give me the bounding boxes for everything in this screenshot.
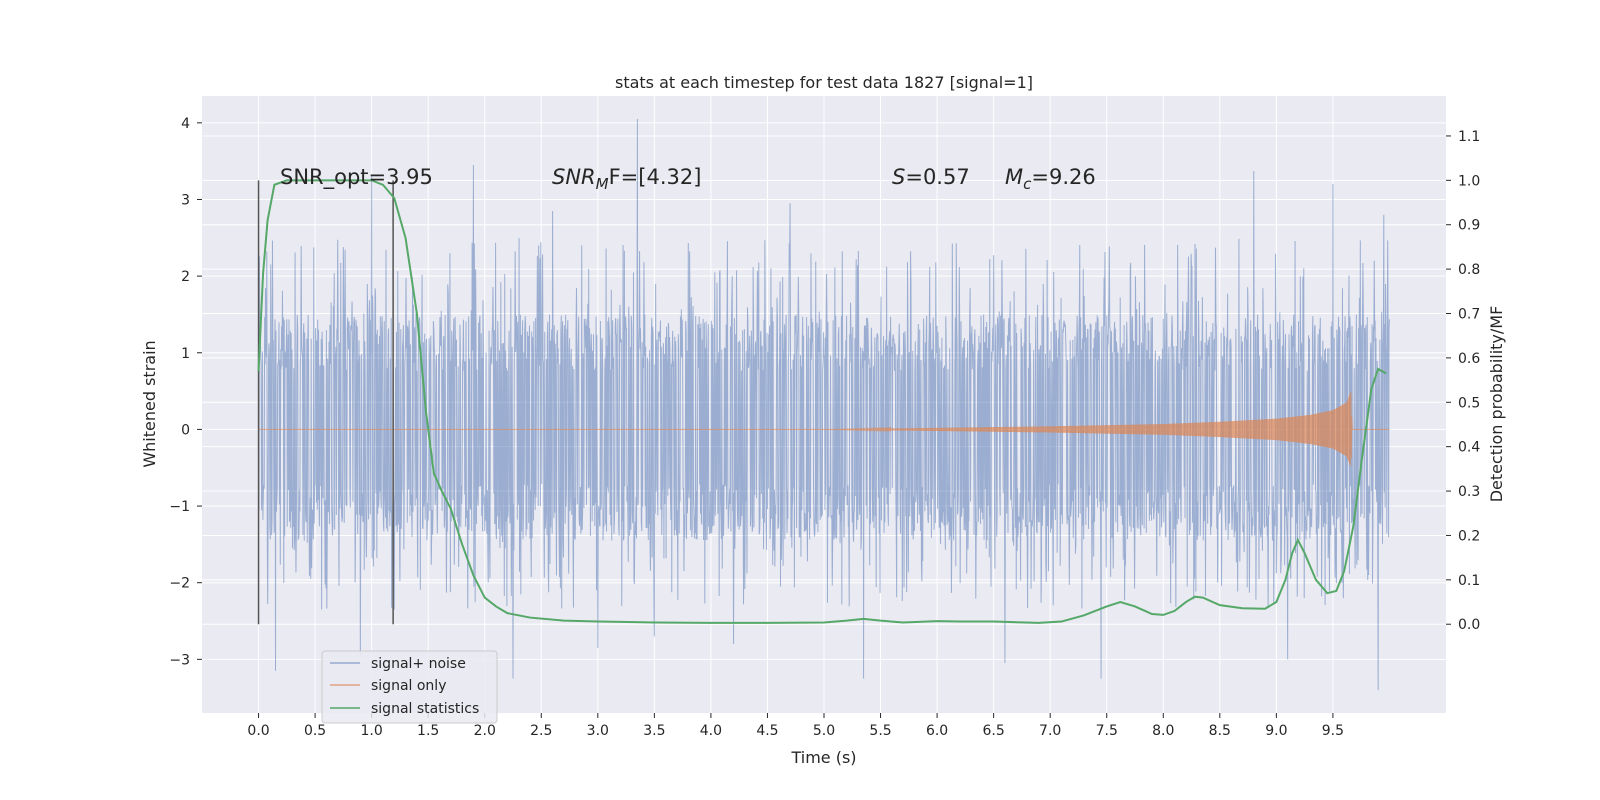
x-tick-label: 6.0 (926, 723, 948, 739)
signal-statistics-line (257, 179, 1387, 624)
annotation-snr-opt: SNR_opt=3.95 (280, 165, 433, 190)
y-right-tick-label: 0.5 (1458, 395, 1480, 411)
x-tick-label: 3.0 (587, 723, 609, 739)
x-tick-label: 2.0 (474, 723, 496, 739)
y-right-tick-label: 0.1 (1458, 573, 1480, 589)
x-tick-label: 1.0 (361, 723, 383, 739)
y-right-axis-label: Detection probability/MF (1487, 306, 1506, 503)
signal-only-series (258, 391, 1390, 467)
y-left-tick-label: 0 (181, 422, 190, 438)
x-tick-label: 8.0 (1152, 723, 1174, 739)
mc-subscript: c (1023, 175, 1032, 193)
x-tick-label: 7.0 (1039, 723, 1061, 739)
s-value: =0.57 (905, 165, 969, 189)
x-tick-label: 1.5 (417, 723, 439, 739)
annotation-snr-mf: SNRMF=[4.32] (552, 165, 701, 193)
snr-mf-subscript: M (596, 175, 609, 193)
x-tick-label: 6.5 (983, 723, 1005, 739)
y-right-tick-label: 0.0 (1458, 617, 1480, 633)
x-tick-label: 3.5 (643, 723, 665, 739)
y-right-tick-label: 0.6 (1458, 351, 1480, 367)
y-left-tick-label: −3 (169, 652, 190, 668)
legend-label-signal-only: signal only (371, 678, 446, 694)
y-left-tick-label: −2 (169, 576, 190, 592)
noise-line (258, 118, 1390, 691)
y-left-tick-label: 4 (181, 116, 190, 132)
signal-noise-series (258, 118, 1390, 691)
y-right-tick-label: 0.3 (1458, 484, 1480, 500)
x-tick-label: 9.0 (1265, 723, 1287, 739)
y-left-tick-label: −1 (169, 499, 190, 515)
y-right-tick-label: 0.8 (1458, 262, 1480, 278)
y-left-tick-label: 1 (181, 346, 190, 362)
x-tick-label: 7.5 (1096, 723, 1118, 739)
y-left-tick-label: 2 (181, 269, 190, 285)
y-right-tick-label: 1.1 (1458, 129, 1480, 145)
y-right-tick-label: 0.4 (1458, 440, 1480, 456)
vertical-markers (257, 180, 394, 625)
chart-title: stats at each timestep for test data 182… (615, 73, 1033, 92)
legend-label-signal-noise: signal+ noise (371, 656, 466, 672)
x-tick-label: 8.5 (1209, 723, 1231, 739)
mc-base: M (1005, 165, 1023, 189)
x-tick-label: 2.5 (530, 723, 552, 739)
x-tick-label: 5.5 (869, 723, 891, 739)
y-right-tick-label: 0.9 (1458, 218, 1480, 234)
mc-value: =9.26 (1031, 165, 1095, 189)
y-left-tick-label: 3 (181, 192, 190, 208)
x-tick-label: 5.0 (813, 723, 835, 739)
x-tick-label: 4.5 (756, 723, 778, 739)
annotation-s: S=0.57 (892, 165, 970, 189)
signal-statistics-series (257, 179, 1387, 624)
axis-ticks: 0.0 0.5 1.0 1.5 2.0 2.5 3.0 3.5 4.0 4.5 5.0 5.5 6.0 6… (169, 116, 1480, 739)
x-tick-label: 0.0 (247, 723, 269, 739)
x-axis-label: Time (s) (790, 748, 856, 767)
y-right-tick-label: 0.7 (1458, 307, 1480, 323)
y-right-tick-label: 1.0 (1458, 173, 1480, 189)
x-tick-label: 9.5 (1322, 723, 1344, 739)
s-symbol: S (892, 165, 905, 189)
snr-mf-base: SNR (552, 165, 596, 189)
snr-mf-rest: F=[4.32] (609, 165, 702, 189)
y-left-axis-label: Whitened strain (140, 340, 159, 467)
legend-box (321, 650, 498, 724)
x-tick-label: 4.0 (700, 723, 722, 739)
signal-only-line (258, 391, 1390, 467)
annotation-mc: Mc=9.26 (1005, 165, 1096, 193)
y-right-tick-label: 0.2 (1458, 528, 1480, 544)
legend: signal+ noise signal only signal statist… (321, 650, 498, 724)
legend-label-signal-statistics: signal statistics (371, 701, 479, 717)
x-tick-label: 0.5 (304, 723, 326, 739)
